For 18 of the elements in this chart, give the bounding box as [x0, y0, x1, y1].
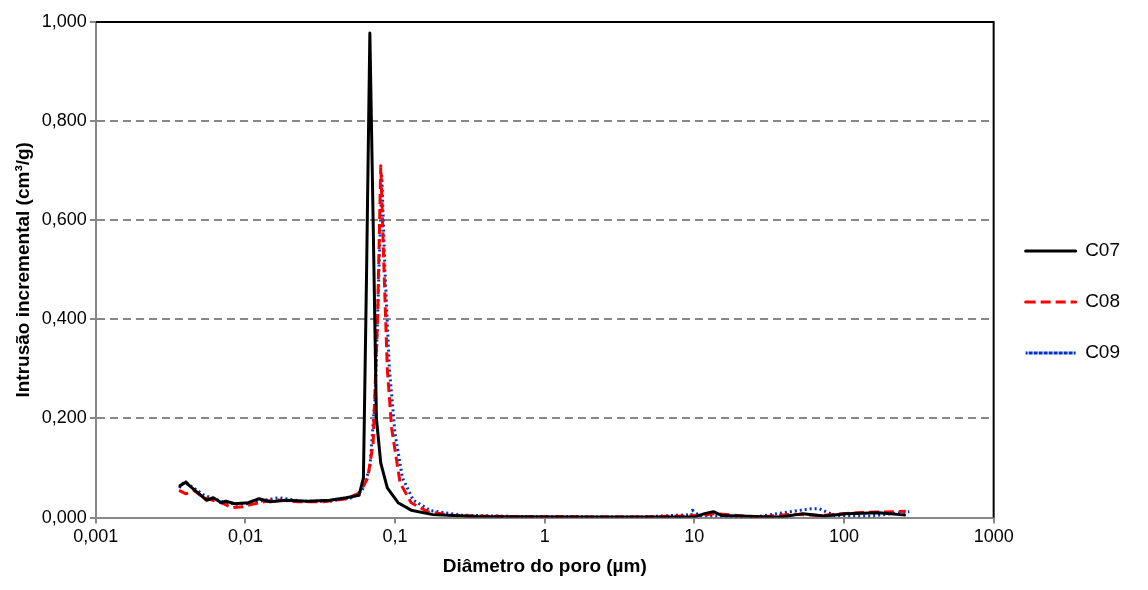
- y-tick-label: 0,200: [41, 407, 87, 428]
- x-tick-label: 0,01: [227, 526, 263, 547]
- y-tick-label: 0,400: [41, 308, 87, 329]
- legend-label: C09: [1085, 341, 1120, 363]
- x-tick-label: 10: [684, 526, 705, 547]
- y-tick-label: 0,600: [41, 209, 87, 230]
- x-tick-label: 100: [828, 526, 860, 547]
- x-axis-title: Diâmetro do poro (µm): [442, 554, 647, 576]
- x-tick-label: 1: [539, 526, 550, 547]
- x-tick-label: 1000: [973, 526, 1014, 547]
- x-tick-label: 0,001: [73, 526, 119, 547]
- y-tick-label: 0,000: [41, 506, 87, 527]
- y-tick-label: 1,000: [41, 10, 87, 31]
- legend-label: C08: [1085, 290, 1120, 312]
- y-tick-label: 0,800: [41, 110, 87, 131]
- legend-label: C07: [1085, 239, 1120, 261]
- x-tick-label: 0,1: [382, 526, 408, 547]
- y-axis-title: Intrusão incremental (cm³/g): [11, 142, 33, 398]
